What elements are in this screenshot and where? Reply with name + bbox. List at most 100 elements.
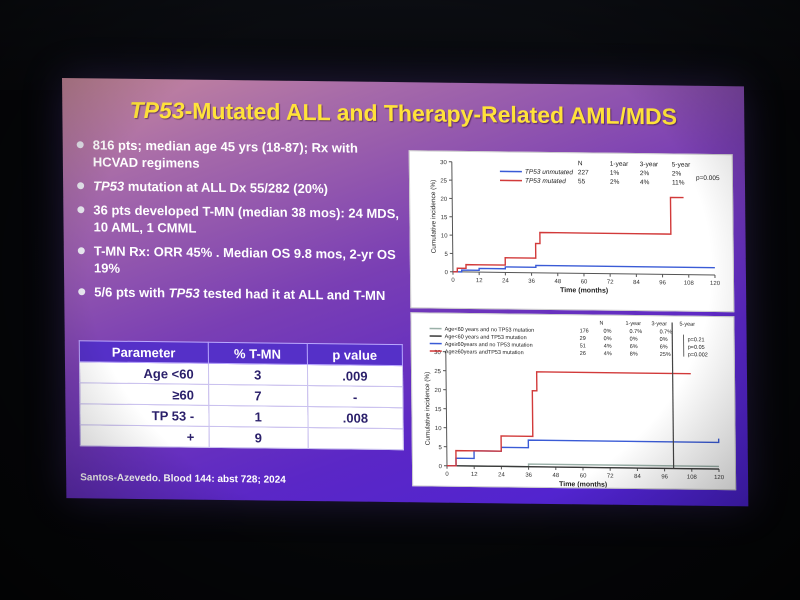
legend-3yr: 6% [630, 344, 638, 350]
legend-table-header: N [599, 321, 603, 327]
legend-table-header: N [578, 160, 583, 167]
incidence-chart-age-tp53: 0 5 10 15 20 25 30 0 12 24 36 48 60 72 84 96 108 120 Time … [410, 312, 737, 491]
table-cell: 1 [208, 405, 308, 428]
x-tick-label: 84 [634, 474, 641, 480]
x-tick-label: 120 [714, 475, 725, 481]
y-tick-label: 15 [441, 215, 448, 221]
legend-n: 51 [580, 343, 586, 349]
legend-n: 227 [578, 169, 589, 176]
bullet-list: 816 pts; median age 45 yrs (18-87); Rx w… [75, 136, 407, 311]
y-axis-label: Cumulative incidence (%) [430, 180, 438, 254]
x-tick-label: 0 [445, 472, 449, 478]
legend-1yr: 2% [610, 179, 620, 186]
x-tick-label: 120 [710, 281, 721, 287]
p-value: p=0.005 [696, 175, 720, 182]
x-axis-label: Time (months) [560, 287, 608, 295]
x-tick-label: 12 [476, 278, 483, 284]
bullet-dot-icon [77, 247, 85, 255]
p-value: p=0.05 [688, 345, 705, 351]
legend-1yr: 0% [604, 329, 612, 335]
room-background [0, 0, 800, 90]
table-cell: 7 [208, 384, 308, 407]
legend-5yr: 0% [660, 337, 668, 343]
bullet-item: T-MN Rx: ORR 45% . Median OS 9.8 mos, 2-… [76, 242, 406, 280]
legend-3yr: 2% [640, 170, 650, 177]
table-cell [307, 427, 404, 450]
bullet-dot-icon [77, 182, 85, 190]
legend-5yr: 25% [660, 352, 671, 358]
y-tick-label: 20 [434, 388, 441, 394]
legend-1yr: 1% [610, 170, 620, 177]
y-tick-label: 10 [441, 233, 448, 239]
table-row: + 9 [80, 424, 404, 450]
x-tick-label: 60 [580, 473, 587, 479]
series-line [452, 196, 684, 273]
x-tick-label: 72 [607, 280, 614, 286]
legend-5yr: 11% [672, 179, 685, 186]
table-cell: ≥60 [79, 382, 209, 406]
bullet-item: TP53 mutation at ALL Dx 55/282 (20%) [75, 177, 405, 198]
x-tick-label: 108 [684, 281, 695, 287]
legend-5yr: 0.7% [660, 329, 673, 335]
x-tick-label: 24 [498, 472, 505, 478]
bullet-dot-icon [78, 288, 86, 296]
citation: Santos-Azevedo. Blood 144: abst 728; 202… [80, 472, 286, 486]
legend-label: Age≥60years and no TP53 mutation [445, 342, 533, 349]
x-tick-label: 108 [687, 475, 698, 481]
y-tick-label: 0 [439, 464, 443, 470]
legend-label: TP53 mutated [525, 178, 566, 186]
x-tick-label: 0 [451, 278, 455, 284]
title-gene: TP53 [129, 96, 185, 124]
bullet-dot-icon [77, 206, 85, 214]
bullet-item: 36 pts developed T-MN (median 38 mos): 2… [75, 201, 405, 239]
table-cell: - [307, 385, 403, 408]
p-value: p=0.002 [688, 352, 708, 358]
x-tick-label: 48 [554, 279, 561, 285]
legend-n: 55 [578, 178, 586, 185]
x-tick-label: 36 [525, 473, 532, 479]
y-tick-label: 0 [445, 270, 449, 276]
legend-label: TP53 unmutated [525, 169, 574, 177]
parameter-table: Parameter % T-MN p value Age <60 3 .009 … [79, 340, 404, 450]
table-cell: .008 [307, 406, 404, 429]
series-line [446, 438, 720, 467]
legend-3yr: 8% [630, 351, 638, 357]
y-tick-label: 15 [435, 407, 442, 413]
table-header: p value [306, 343, 403, 366]
p-value: p=0.21 [688, 337, 705, 343]
legend-1yr: 4% [604, 351, 612, 357]
table-cell: 9 [208, 426, 309, 449]
table-cell: + [80, 424, 209, 448]
x-tick-label: 12 [471, 472, 478, 478]
legend-5yr: 6% [660, 344, 668, 350]
x-tick-label: 72 [607, 474, 614, 480]
legend-table-header: 5-year [672, 161, 691, 168]
legend-3yr: 0.7% [630, 329, 643, 335]
y-tick-label: 30 [440, 160, 447, 166]
x-tick-label: 36 [528, 279, 535, 285]
table-cell: 3 [208, 363, 308, 386]
y-tick-label: 20 [440, 197, 447, 203]
bullet-item: 816 pts; median age 45 yrs (18-87); Rx w… [75, 136, 405, 174]
x-tick-label: 24 [502, 278, 509, 284]
legend-label: Age<60 years and TP53 mutation [445, 334, 527, 341]
x-axis-label: Time (months) [559, 481, 607, 489]
x-tick-label: 48 [553, 473, 560, 479]
legend-n: 29 [580, 336, 586, 342]
legend-table-header: 3-year [640, 161, 659, 168]
legend-n: 26 [580, 351, 586, 357]
bullet-item: 5/6 pts with TP53 tested had it at ALL a… [76, 283, 406, 304]
legend-table-header: 1-year [610, 161, 629, 168]
x-tick-label: 60 [581, 279, 588, 285]
y-tick-label: 5 [438, 445, 442, 451]
incidence-chart-tp53: 0 5 10 15 20 25 30 0 12 24 36 48 60 72 84 96 108 120 Time … [408, 150, 735, 313]
legend-table-header: 3-year [651, 321, 667, 327]
table-header: Parameter [79, 340, 209, 364]
series-line [446, 371, 691, 467]
y-tick-label: 10 [435, 426, 442, 432]
bullet-dot-icon [76, 141, 84, 149]
legend-label: Age≥60years andTP53 mutation [445, 349, 524, 356]
x-tick-label: 96 [661, 474, 668, 480]
legend-table-header: 1-year [625, 321, 641, 327]
